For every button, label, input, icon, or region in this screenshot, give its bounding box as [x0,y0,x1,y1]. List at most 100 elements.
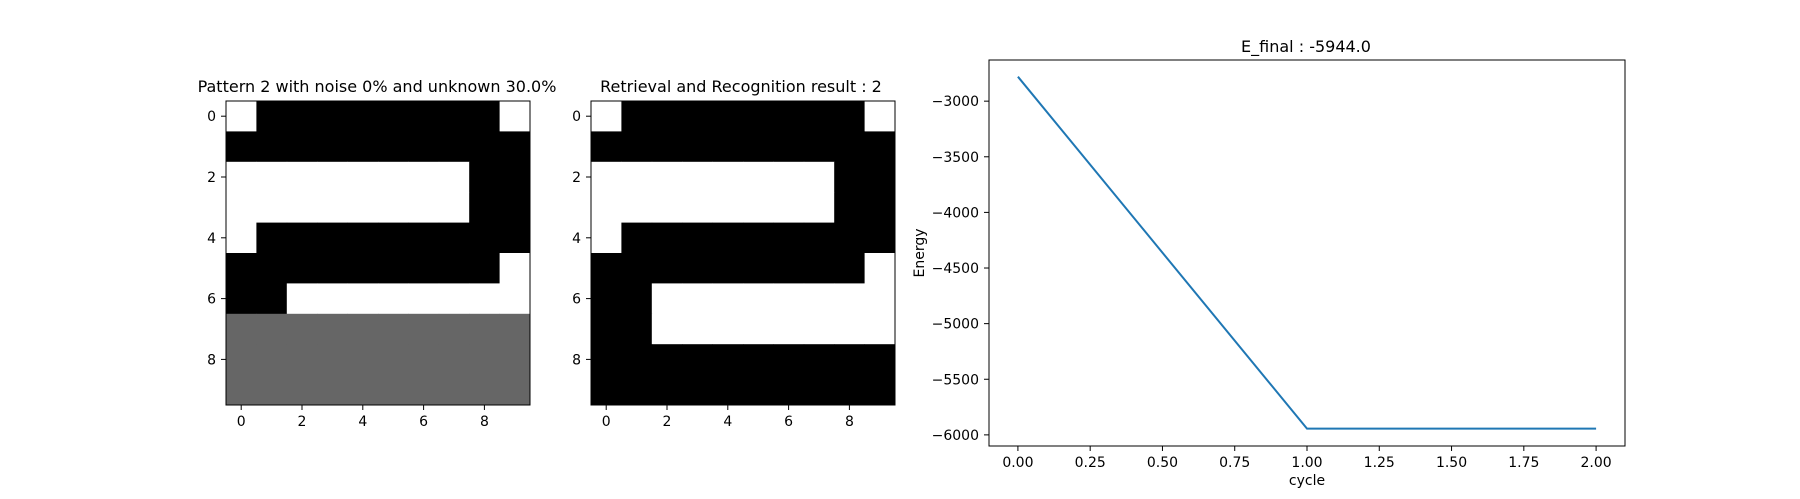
grid-cell [864,283,896,315]
grid-cell [226,161,257,193]
grid-cell [743,374,774,406]
y-tick-label: −4000 [932,205,979,221]
grid-cell [803,344,835,375]
grid-cell [226,283,257,315]
grid-cell [773,161,805,193]
grid-cell [621,192,653,223]
grid-cell [682,283,713,315]
grid-cell [226,131,257,163]
grid-cell [317,253,348,284]
x-tick-label: 2 [663,414,672,430]
x-tick-label: 2.00 [1581,455,1612,471]
grid-cell [773,131,805,163]
grid-cell [256,313,288,345]
grid-cell [621,131,653,163]
grid-cell [834,374,865,406]
grid-cell [256,192,288,223]
grid-cell [864,131,896,163]
grid-cell [226,374,257,406]
y-axis-label: Energy [912,228,928,277]
grid-cell [651,161,683,193]
x-tick-label: 2 [298,414,307,430]
grid-cell [682,374,713,406]
grid-cell [469,161,500,193]
grid-cell [682,131,713,163]
grid-cell [226,313,257,345]
y-axis-ticks: 0 2 4 6 8 [572,109,591,368]
grid-cell [864,344,896,375]
grid-cell [651,222,683,254]
grid-cell [621,283,653,315]
grid-cell [864,101,896,132]
grid-cell [469,222,500,254]
grid-cell [651,192,683,223]
grid-cell [408,283,440,315]
grid-cell [803,161,835,193]
grid-cell [347,222,379,254]
grid-cell [773,253,805,284]
grid-cell [317,374,348,406]
grid-cell [378,283,409,315]
grid-cell [256,283,288,315]
grid-cell [834,101,865,132]
x-axis-label: cycle [1289,473,1325,489]
plot-frame [225,100,531,406]
grid-cell [803,192,835,223]
grid-cell [256,344,288,375]
energy-line-panel: E_final : -5944.0 0.00 0.25 0.50 0.75 1.00 1.… [912,37,1626,489]
grid-cell [682,161,713,193]
plot-frame [590,100,896,406]
grid-cell [438,161,470,193]
input-pattern-panel: Pattern 2 with noise 0% and unknown 30.0… [198,77,557,430]
grid-cell [834,344,865,375]
grid-cell [621,344,653,375]
grid-cell [347,253,379,284]
y-tick-label: −5000 [932,317,979,333]
grid-cell [378,313,409,345]
x-tick-label: 0 [602,414,611,430]
grid-cell [834,253,865,284]
x-tick-label: 0 [237,414,246,430]
grid-cell [712,283,744,315]
x-tick-label: 1.75 [1508,455,1539,471]
grid-cell [256,161,288,193]
grid-cell [864,253,896,284]
grid-cell [347,101,379,132]
grid-cell [712,313,744,345]
grid-cell [317,192,348,223]
grid-cell [256,374,288,406]
grid-cell [651,283,683,315]
grid-cell [226,192,257,223]
grid-cell [712,131,744,163]
grid-cell [408,253,440,284]
plot-frame [988,59,1626,447]
grid-cell [834,283,865,315]
y-tick-label: −4500 [932,261,979,277]
grid-cell [286,222,318,254]
grid-cell [651,344,683,375]
y-tick-label: 4 [207,231,216,247]
grid-cell [621,313,653,345]
grid-cell [469,283,500,315]
grid-cell [651,313,683,345]
grid-cell [591,283,622,315]
y-tick-label: 6 [207,292,216,308]
grid-cell [743,192,774,223]
grid-cell [621,374,653,406]
pattern-grid [226,101,531,406]
grid-cell [286,313,318,345]
grid-cell [864,374,896,406]
grid-cell [378,192,409,223]
panel-title: E_final : -5944.0 [1241,37,1371,57]
grid-cell [499,313,531,345]
grid-cell [651,131,683,163]
grid-cell [226,253,257,284]
grid-cell [651,374,683,406]
x-tick-label: 0.50 [1147,455,1178,471]
x-tick-label: 0.00 [1002,455,1033,471]
grid-cell [408,222,440,254]
grid-cell [834,192,865,223]
grid-cell [743,161,774,193]
grid-cell [591,161,622,193]
grid-cell [469,344,500,375]
